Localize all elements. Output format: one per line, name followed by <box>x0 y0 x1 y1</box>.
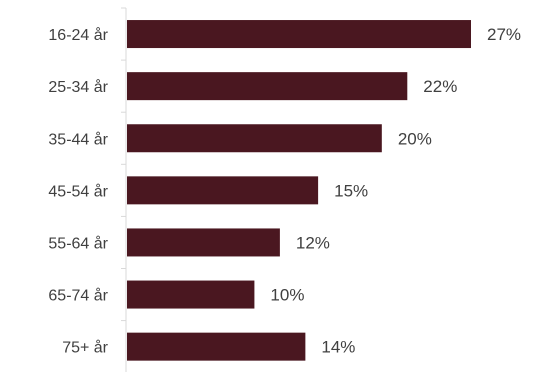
category-label: 25-34 år <box>48 78 108 96</box>
bar <box>127 280 255 309</box>
category-label: 45-54 år <box>48 182 108 200</box>
category-label: 65-74 år <box>48 287 108 305</box>
data-label: 14% <box>321 338 355 357</box>
data-label: 27% <box>487 25 521 44</box>
data-label: 10% <box>270 286 304 305</box>
category-label: 16-24 år <box>48 26 108 44</box>
bar <box>127 332 306 361</box>
category-label: 35-44 år <box>48 130 108 148</box>
category-label: 75+ år <box>62 339 108 357</box>
data-label: 12% <box>296 233 330 252</box>
bar <box>127 176 319 205</box>
bar <box>127 124 382 153</box>
data-label: 22% <box>423 77 457 96</box>
bar <box>127 228 280 257</box>
data-label: 20% <box>398 129 432 148</box>
bar <box>127 72 408 101</box>
bar <box>127 20 471 49</box>
data-label: 15% <box>334 181 368 200</box>
category-label: 55-64 år <box>48 234 108 252</box>
